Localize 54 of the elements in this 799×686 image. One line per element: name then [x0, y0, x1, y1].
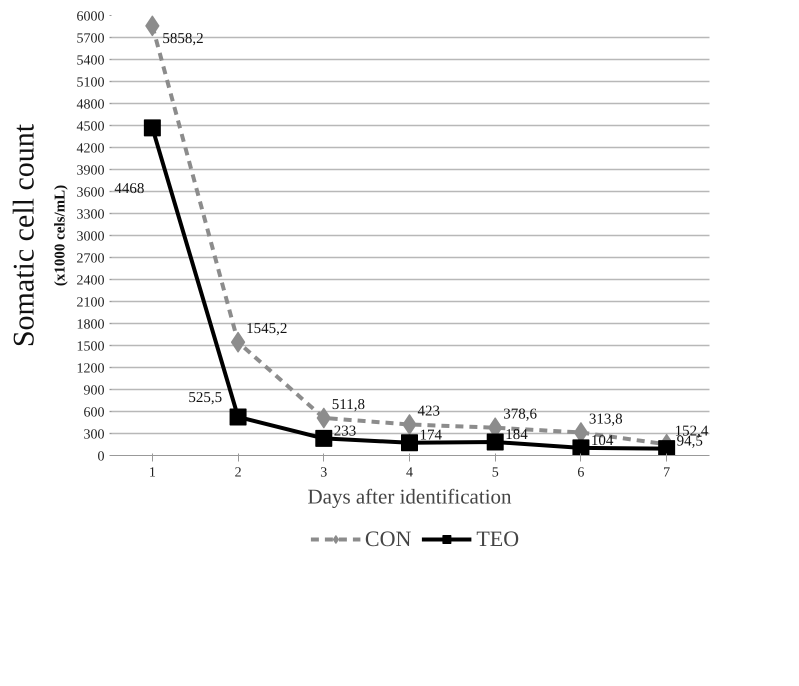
y-tick-label: 2400 [76, 274, 104, 288]
y-tick-label: 3300 [76, 208, 104, 222]
y-tick-label: 4200 [76, 142, 104, 156]
x-tick-label: 3 [320, 466, 328, 480]
y-tick-label: 0 [98, 450, 104, 464]
y-tick-label: 1800 [76, 318, 104, 332]
x-tick-label: 1 [148, 466, 156, 480]
y-tick-label: 3000 [76, 230, 104, 244]
data-label: 423 [418, 403, 440, 420]
point [230, 408, 247, 426]
data-label: 233 [334, 423, 356, 440]
data-label: 4468 [114, 180, 144, 197]
data-label: 525,5 [188, 390, 222, 406]
point [401, 434, 418, 452]
y-tick-label: 2700 [76, 252, 104, 266]
text: (x1000 cels/mL) [52, 184, 68, 286]
point [572, 439, 590, 456]
y-tick-label: 4500 [76, 120, 104, 134]
x-tick-label: 2 [234, 466, 242, 480]
point [315, 430, 332, 447]
data-label: 1545,2 [246, 321, 288, 338]
data-label: 5858,2 [162, 30, 204, 47]
y-tick-label: 1200 [76, 362, 104, 376]
y-tick-label: 5700 [76, 32, 104, 46]
y-tick-label: 3600 [76, 186, 104, 200]
x-tick-label: 5 [492, 466, 499, 480]
data-label: 313,8 [588, 411, 623, 428]
point [145, 16, 160, 36]
y-tick-label: 5400 [76, 54, 104, 68]
y-tick-label: 900 [84, 384, 104, 398]
y-tick-label: 1500 [76, 340, 104, 354]
legend-label: CON [364, 526, 412, 552]
y-axis-title: Somatic cell count [8, 123, 40, 348]
x-tick-label: 7 [663, 466, 670, 480]
data-label: 378,6 [503, 406, 538, 423]
data-label: 152,4 [674, 423, 709, 440]
y-tick-label: 2100 [76, 296, 104, 310]
legend-label: TEO [476, 526, 520, 552]
y-tick-label: 600 [84, 406, 104, 420]
data-label: 104 [590, 432, 614, 449]
y-tick-label: 3900 [76, 164, 104, 178]
y-tick-label: 5100 [76, 76, 104, 90]
data-label: 174 [420, 428, 442, 444]
point [658, 440, 676, 456]
y-tick-label: 4800 [76, 98, 104, 112]
data-label: 511,8 [332, 396, 365, 413]
y-tick-label: 300 [84, 428, 104, 442]
x-axis-title: Days after identification [307, 484, 512, 508]
point [144, 119, 161, 136]
point [486, 434, 504, 451]
x-tick-label: 6 [577, 466, 584, 480]
x-tick-label: 4 [406, 466, 413, 480]
data-label: 184 [505, 427, 528, 444]
y-tick-label: 6000 [76, 10, 104, 24]
